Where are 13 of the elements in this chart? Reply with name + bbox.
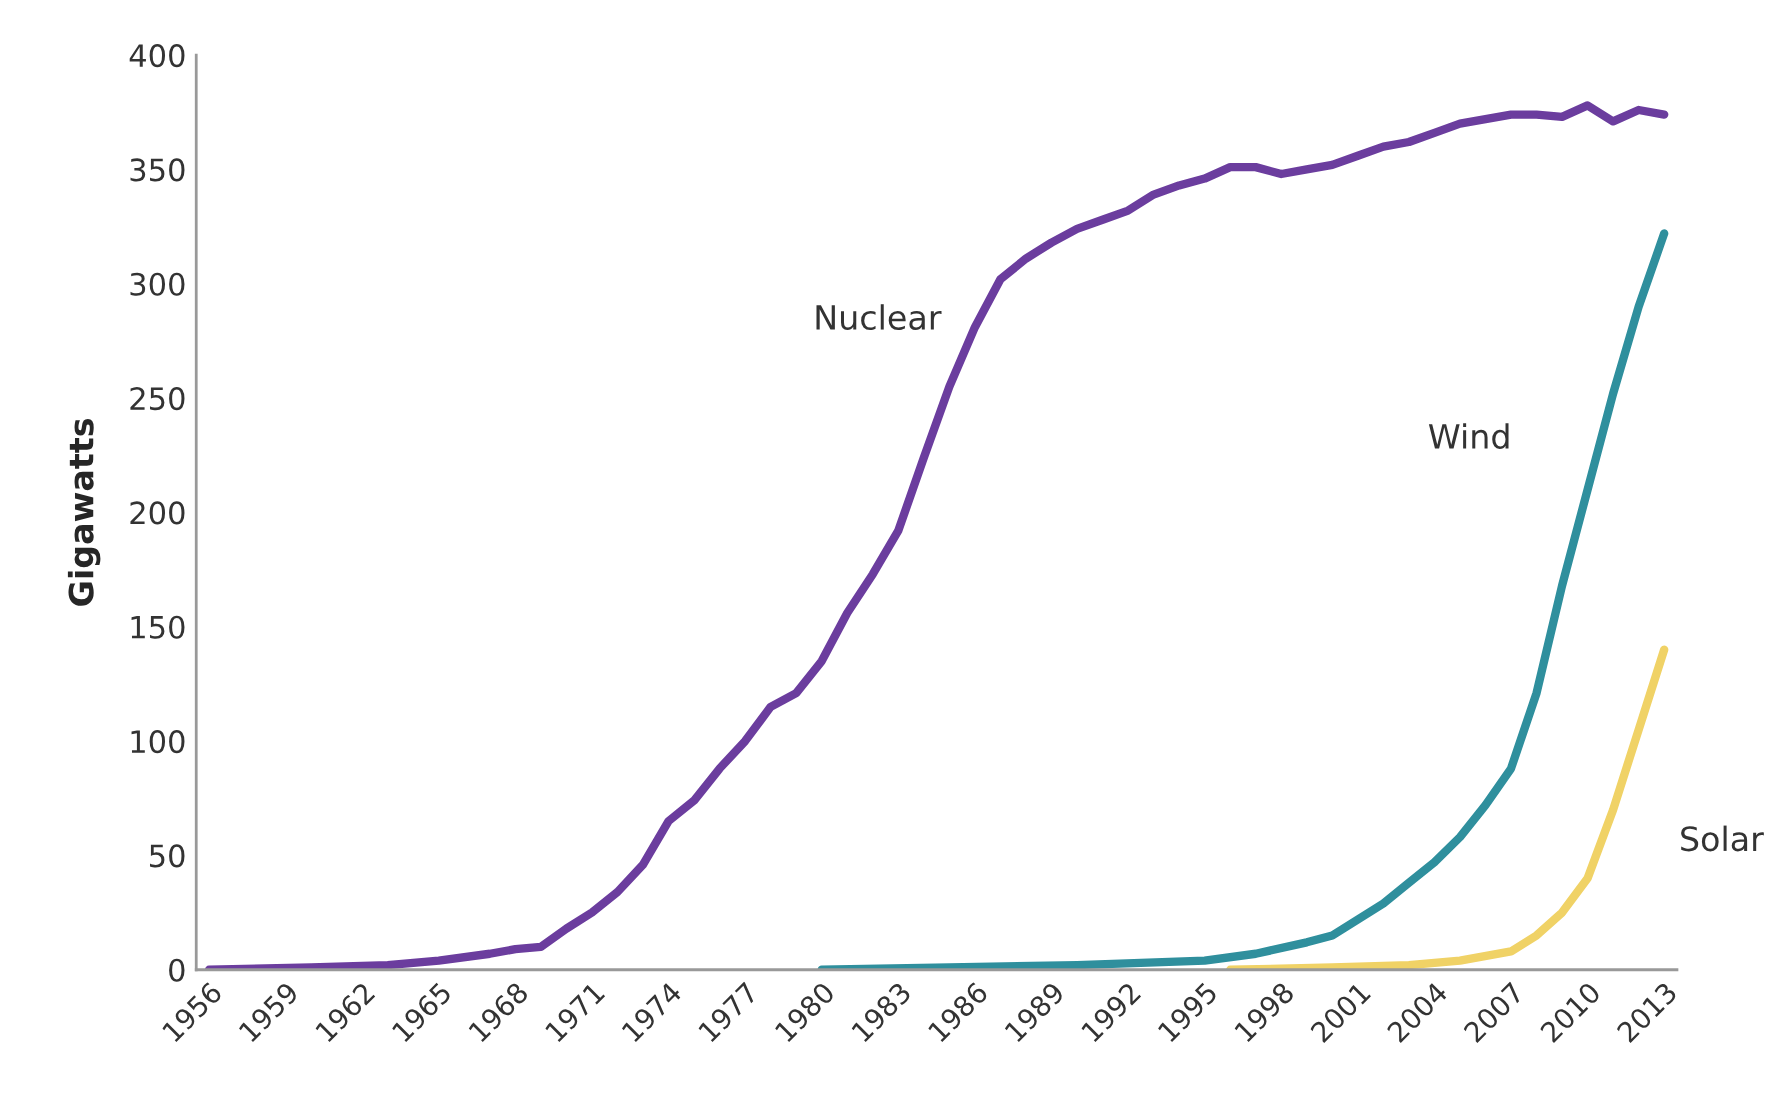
y-tick-label: 100 bbox=[131, 730, 185, 754]
text: Wind bbox=[1428, 423, 1509, 449]
y-tick-label: 50 bbox=[149, 844, 185, 868]
y-tick-label: 300 bbox=[130, 272, 185, 296]
y-axis-title: Gigawatts bbox=[67, 418, 101, 606]
y-tick-label: 150 bbox=[131, 615, 185, 639]
y-tick-label: 350 bbox=[130, 158, 185, 182]
y-tick-label: 200 bbox=[130, 501, 185, 525]
y-tick-label: 0 bbox=[169, 958, 185, 982]
text: Solar bbox=[1681, 825, 1764, 852]
y-tick-label: 250 bbox=[130, 387, 185, 411]
y-tick-label: 400 bbox=[129, 44, 185, 68]
series-label: Nuclear bbox=[816, 304, 942, 331]
